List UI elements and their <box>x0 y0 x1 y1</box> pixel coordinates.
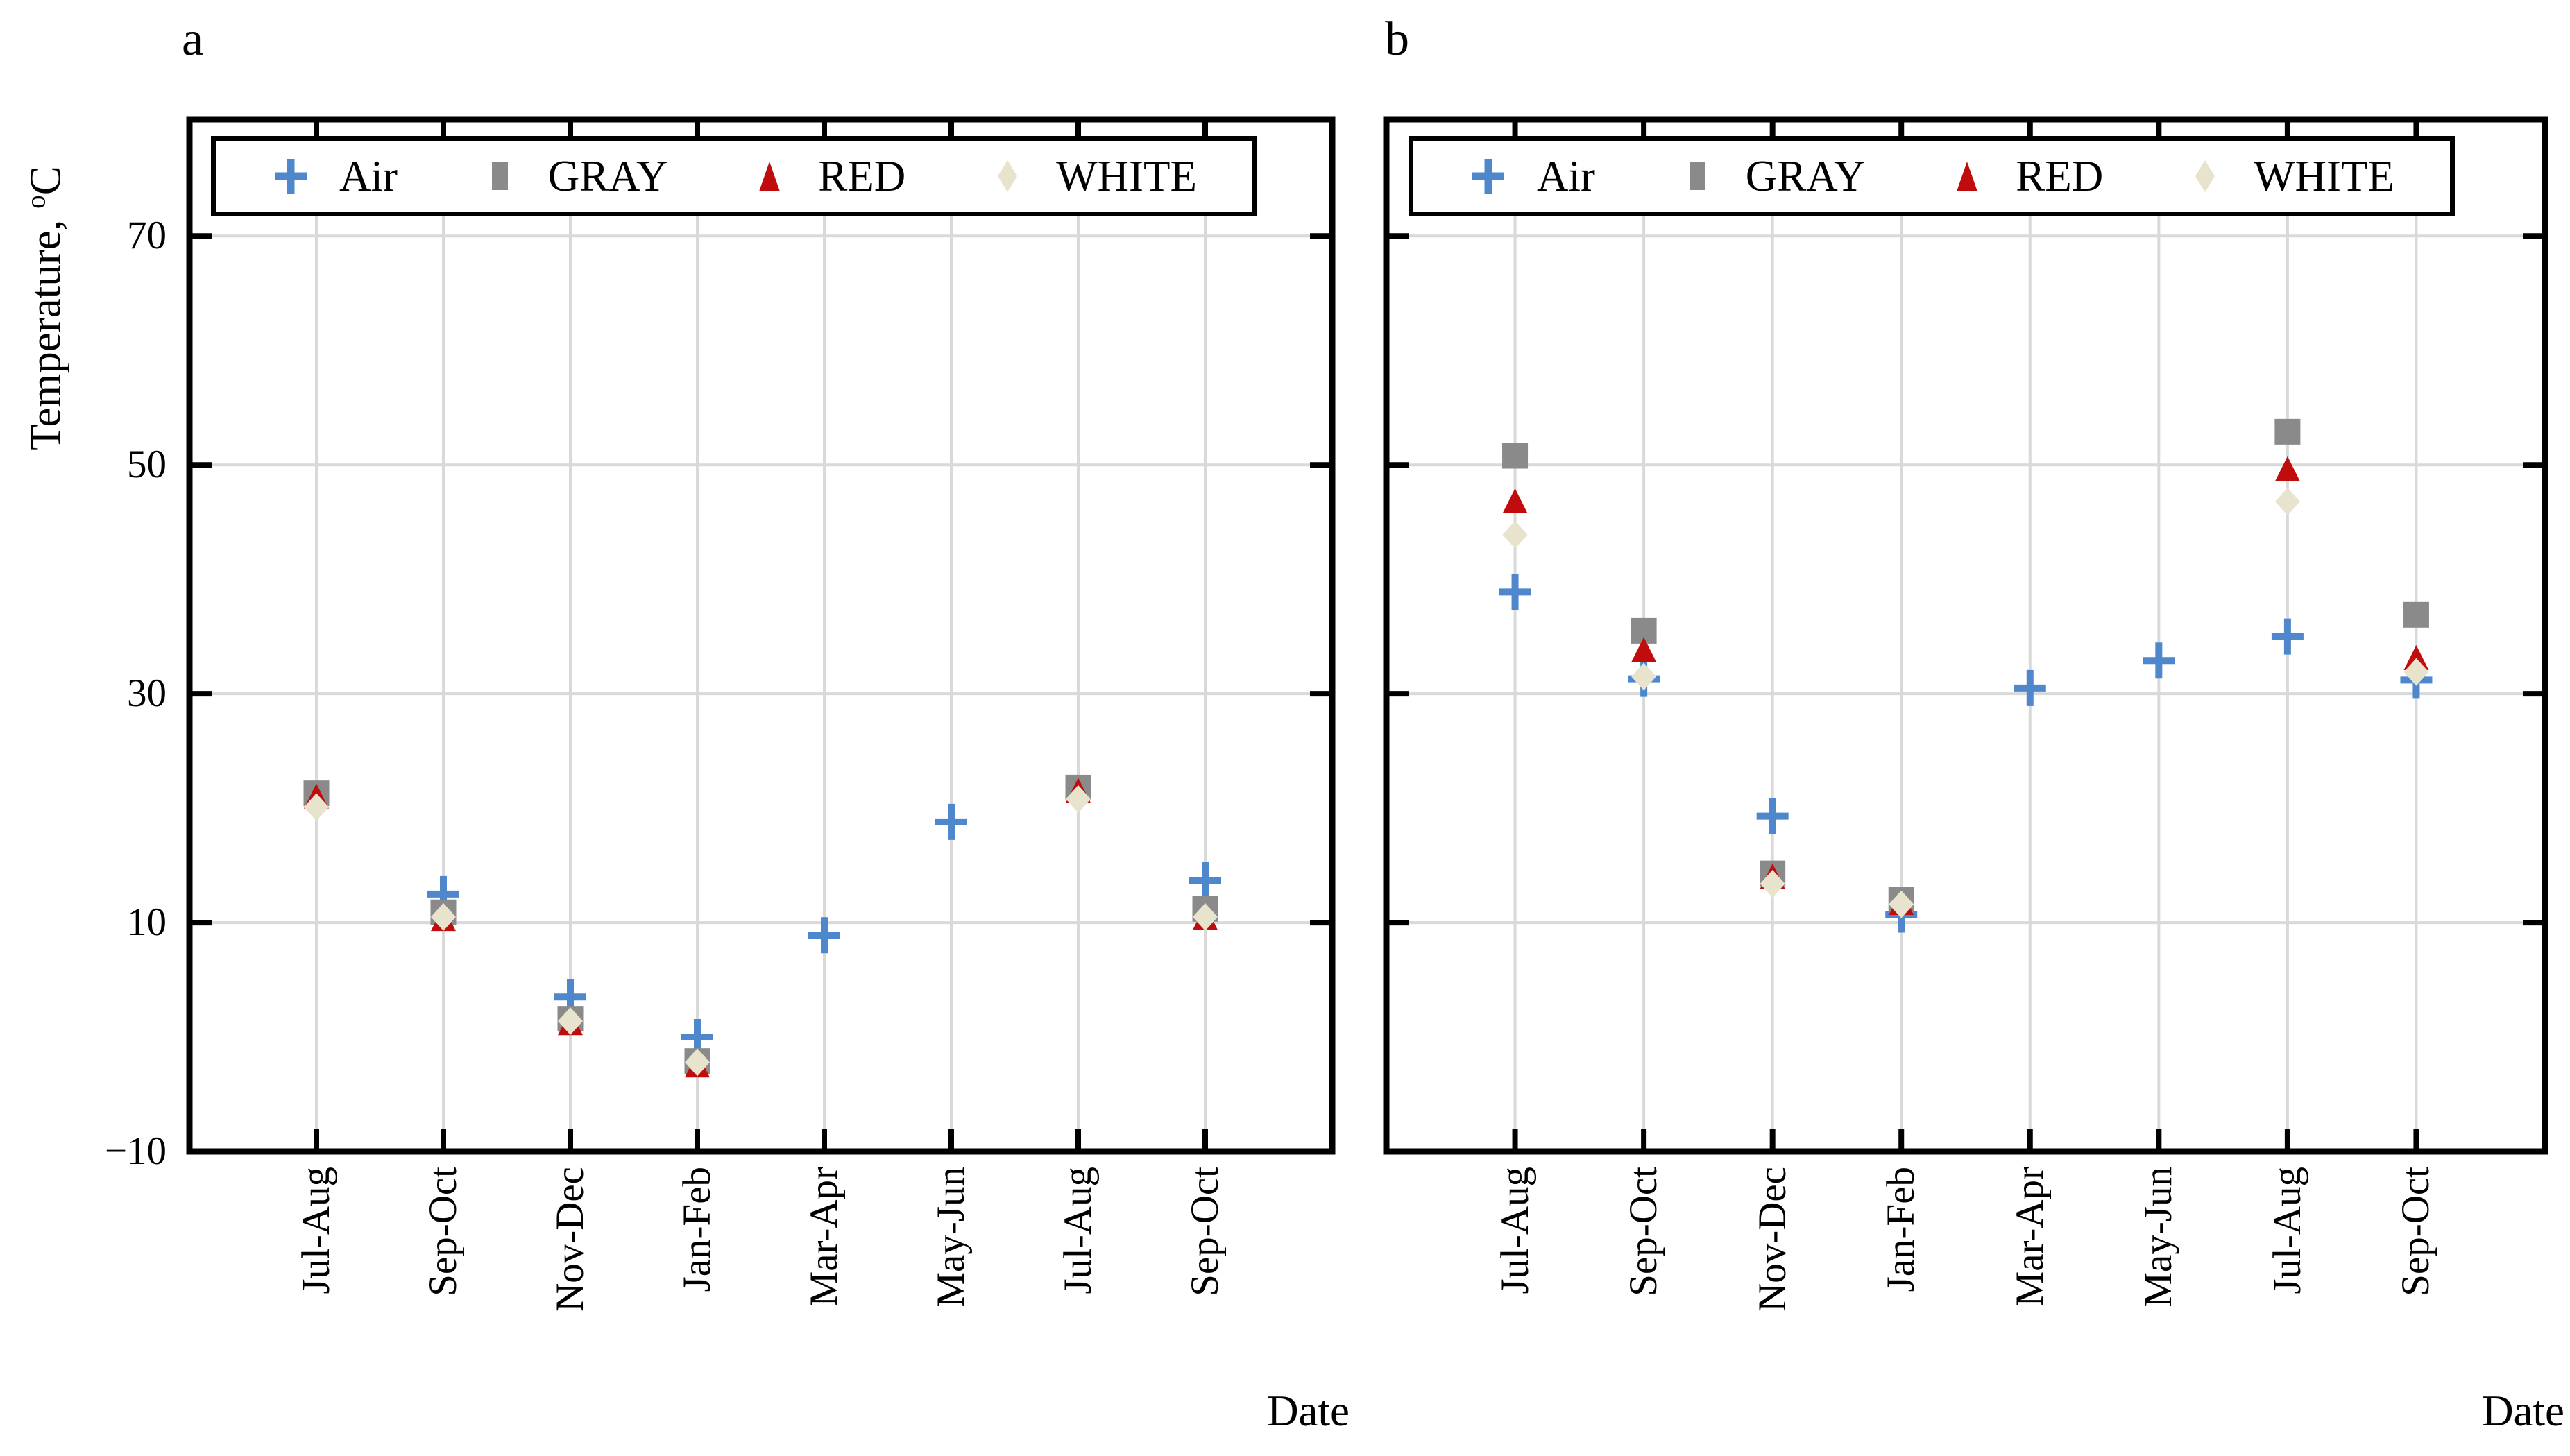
marker-air <box>808 917 840 954</box>
legend-label-white: WHITE <box>2254 151 2394 200</box>
legend-label-red: RED <box>2016 151 2104 200</box>
legend-panel-a: Air GRAY RED WHITE <box>211 136 1257 216</box>
x-tick-label: Jan-Feb <box>1879 1167 1923 1292</box>
axis-ticks <box>189 119 1332 1151</box>
y-tick-label: 10 <box>127 900 167 945</box>
plot-border <box>186 116 1336 1155</box>
legend-entry-air: Air <box>1469 151 1595 200</box>
marker-white <box>1193 902 1218 931</box>
x-tick-label: Jul-Aug <box>2265 1167 2309 1294</box>
panel-b-letter: b <box>1385 12 1409 66</box>
marker-gray <box>2403 601 2429 628</box>
legend-label-air: Air <box>1537 151 1595 200</box>
legend-label-red: RED <box>818 151 906 200</box>
x-tick-label: Nov-Dec <box>548 1167 592 1312</box>
marker-red <box>1631 637 1657 662</box>
marker-white <box>1502 520 1528 549</box>
x-tick-label: Nov-Dec <box>1750 1167 1794 1312</box>
marker-air <box>1189 862 1221 899</box>
series-white <box>304 785 1218 1077</box>
marker-white <box>304 793 329 821</box>
legend-entry-air: Air <box>271 151 398 200</box>
legend-entry-gray: GRAY <box>480 151 668 200</box>
red-triangle-icon <box>1957 162 1978 191</box>
marker-white <box>2274 487 2300 515</box>
legend-label-air: Air <box>339 151 398 200</box>
marker-air <box>935 803 967 840</box>
x-tick-label: Jul-Aug <box>1492 1167 1537 1294</box>
marker-red <box>2274 456 2300 481</box>
panel-a-letter: a <box>182 12 204 66</box>
legend-panel-b: Air GRAY RED WHITE <box>1409 136 2455 216</box>
marker-air <box>1499 574 1531 610</box>
panel-b <box>1383 116 2548 1155</box>
legend-label-gray: GRAY <box>547 151 668 200</box>
y-tick-label: 70 <box>127 214 167 258</box>
x-tick-label: Mar-Apr <box>2007 1167 2052 1307</box>
white-diamond-icon <box>998 160 1018 192</box>
marker-air <box>2271 618 2304 655</box>
y-tick-label: 50 <box>127 443 167 487</box>
air-plus-icon <box>275 159 307 194</box>
axis-ticks <box>1386 119 2545 1151</box>
legend-label-white: WHITE <box>1056 151 1197 200</box>
legend-entry-white: WHITE <box>988 151 1197 200</box>
x-tick-label: May-Jun <box>2136 1167 2181 1308</box>
marker-white <box>1760 869 1785 898</box>
plot-border <box>1383 116 2548 1155</box>
x-tick-label: Jul-Aug <box>294 1167 338 1294</box>
legend-entry-gray: GRAY <box>1678 151 1866 200</box>
air-plus-icon <box>1472 159 1504 194</box>
x-tick-label: Sep-Oct <box>1622 1167 1666 1296</box>
marker-air <box>2014 669 2046 706</box>
x-axis-title-panel-a: Date <box>1267 1387 1350 1435</box>
marker-white <box>1889 890 1914 918</box>
x-tick-label: Sep-Oct <box>1183 1167 1227 1296</box>
x-axis-title-panel-b: Date <box>2482 1387 2564 1435</box>
marker-red <box>2403 644 2429 670</box>
legend-entry-red: RED <box>1948 151 2104 200</box>
white-diamond-icon <box>2195 160 2215 192</box>
x-tick-label: Jul-Aug <box>1056 1167 1100 1294</box>
gray-square-icon <box>1689 162 1705 190</box>
x-tick-label: Sep-Oct <box>2394 1167 2438 1296</box>
series-white <box>1502 487 2429 918</box>
marker-gray <box>1502 443 1529 469</box>
gridlines <box>189 119 1332 1151</box>
marker-air <box>2143 642 2175 679</box>
marker-gray <box>2274 418 2301 445</box>
marker-white <box>1631 662 1657 691</box>
red-triangle-icon <box>759 162 781 191</box>
panel-a <box>186 116 1336 1155</box>
y-tick-label: 30 <box>127 671 167 716</box>
marker-white <box>685 1048 710 1077</box>
legend-entry-red: RED <box>750 151 906 200</box>
marker-white <box>431 902 456 931</box>
legend-entry-white: WHITE <box>2186 151 2394 200</box>
x-tick-label: Mar-Apr <box>802 1167 846 1307</box>
legend-label-gray: GRAY <box>1745 151 1866 200</box>
x-tick-label: May-Jun <box>929 1167 973 1308</box>
marker-air <box>1756 798 1789 834</box>
marker-white <box>1066 785 1091 813</box>
gridlines <box>1386 119 2545 1151</box>
y-tick-label: −10 <box>104 1129 167 1173</box>
marker-white <box>558 1007 583 1035</box>
marker-red <box>1502 488 1528 513</box>
x-tick-label: Sep-Oct <box>421 1167 465 1296</box>
marker-white <box>2403 658 2429 686</box>
x-tick-label: Jan-Feb <box>675 1167 719 1292</box>
gray-square-icon <box>491 162 508 190</box>
